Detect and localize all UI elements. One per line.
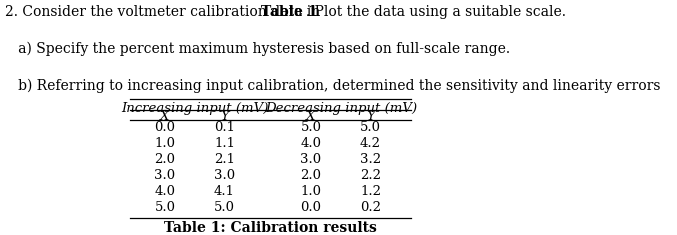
Text: 4.0: 4.0: [154, 185, 175, 198]
Text: 1.0: 1.0: [301, 185, 322, 198]
Text: 0.0: 0.0: [154, 121, 175, 134]
Text: . Plot the data using a suitable scale.: . Plot the data using a suitable scale.: [306, 5, 566, 20]
Text: X: X: [160, 110, 170, 123]
Text: X: X: [307, 110, 315, 123]
Text: Y: Y: [220, 110, 229, 123]
Text: 4.0: 4.0: [301, 137, 322, 150]
Text: 3.0: 3.0: [214, 169, 235, 182]
Text: 2.2: 2.2: [360, 169, 381, 182]
Text: 4.1: 4.1: [214, 185, 235, 198]
Text: Y: Y: [366, 110, 375, 123]
Text: 0.0: 0.0: [301, 201, 322, 214]
Text: 2.0: 2.0: [154, 153, 175, 166]
Text: Table 1: Calibration results: Table 1: Calibration results: [164, 221, 377, 235]
Text: 2.1: 2.1: [214, 153, 235, 166]
Text: 5.0: 5.0: [154, 201, 175, 214]
Text: 1.1: 1.1: [214, 137, 235, 150]
Text: Increasing input (mV): Increasing input (mV): [121, 102, 268, 115]
Text: 4.2: 4.2: [360, 137, 381, 150]
Text: 1.2: 1.2: [360, 185, 381, 198]
Text: 1.0: 1.0: [154, 137, 175, 150]
Text: 3.0: 3.0: [154, 169, 175, 182]
Text: b) Referring to increasing input calibration, determined the sensitivity and lin: b) Referring to increasing input calibra…: [5, 78, 661, 93]
Text: 2.0: 2.0: [301, 169, 322, 182]
Text: 3.2: 3.2: [360, 153, 381, 166]
Text: 3.0: 3.0: [301, 153, 322, 166]
Text: a) Specify the percent maximum hysteresis based on full-scale range.: a) Specify the percent maximum hysteresi…: [5, 42, 510, 56]
Text: Table 1: Table 1: [261, 5, 318, 20]
Text: 0.1: 0.1: [214, 121, 235, 134]
Text: 5.0: 5.0: [214, 201, 235, 214]
Text: Decreasing input (mV): Decreasing input (mV): [265, 102, 417, 115]
Text: 0.2: 0.2: [360, 201, 381, 214]
Text: 2. Consider the voltmeter calibration data in: 2. Consider the voltmeter calibration da…: [5, 5, 325, 20]
Text: 5.0: 5.0: [301, 121, 322, 134]
Text: 5.0: 5.0: [360, 121, 381, 134]
